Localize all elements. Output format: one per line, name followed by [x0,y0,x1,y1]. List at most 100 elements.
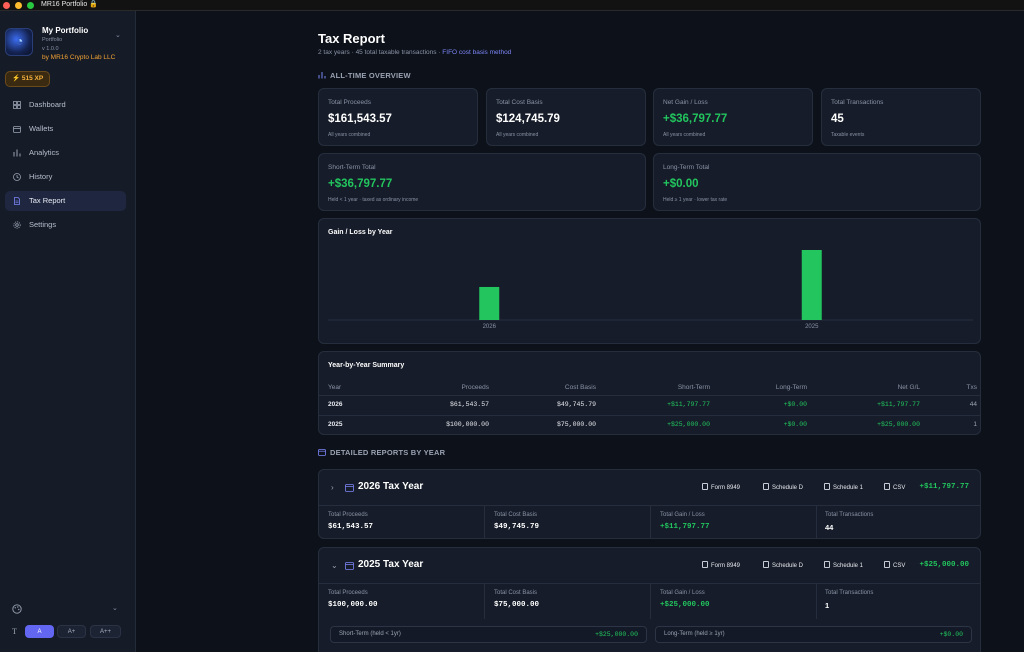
xp-value: 515 XP [21,75,44,82]
minimize-window-button[interactable] [15,2,22,9]
wallet-icon [13,126,21,133]
sidebar-item-tax-report[interactable]: Tax Report [5,191,126,211]
bar-2026[interactable] [479,286,500,320]
schedule-1-button[interactable]: Schedule 1 [824,481,863,495]
cell-proceeds: $100,000.00 [446,421,489,428]
form-8949-button[interactable]: Form 8949 [702,481,740,495]
stat-cost-basis: Total Cost Basis $75,000.00 [485,584,651,619]
stat-value: 1 [825,601,830,610]
close-window-button[interactable] [3,2,10,9]
form-8949-button[interactable]: Form 8949 [702,559,740,573]
card-value: $161,543.57 [328,113,392,125]
long-term-total-card: Long-Term Total +$0.00 Held ≥ 1 year · l… [653,153,981,211]
x-tick-label: 2026 [483,324,497,330]
cell-year: 2026 [328,401,343,408]
sidebar-item-settings[interactable]: Settings [5,215,126,235]
table-header-row: Year Proceeds Cost Basis Short-Term Long… [319,379,980,399]
column-header: Long-Term [775,384,807,391]
logo-mark: ◔ [16,34,24,48]
stat-value: 44 [825,523,834,532]
card-label: Net Gain / Loss [663,99,708,106]
cell-short-term: +$11,797.77 [667,401,710,408]
card-note: Held ≥ 1 year · lower tax rate [663,197,728,203]
card-label: Short-Term Total [328,164,376,171]
overview-heading-text: ALL-TIME OVERVIEW [330,71,411,80]
card-note: All years combined [328,132,371,138]
sidebar-item-wallets[interactable]: Wallets [5,119,126,139]
sidebar-item-label: Wallets [29,124,54,133]
cell-year: 2025 [328,421,343,428]
bar-2025[interactable] [801,250,822,320]
card-value: +$36,797.77 [328,178,393,190]
stat-cost-basis: Total Cost Basis $49,745.79 [485,506,651,538]
total-transactions-card: Total Transactions 45 Taxable events [821,88,981,146]
xp-badge[interactable]: ⚡ 515 XP [5,71,51,87]
portfolio-logo[interactable]: ◔ [5,28,33,56]
portfolio-name[interactable]: My Portfolio [42,26,89,35]
short-term-total-card: Short-Term Total +$36,797.77 Held < 1 ye… [318,153,646,211]
chart-title: Gain / Loss by Year [328,229,393,236]
cost-basis-method-link[interactable]: FIFO cost basis method [442,49,512,56]
tax-year-title[interactable]: 2026 Tax Year [358,481,424,492]
sidebar: ◔ My Portfolio Portfolio v 1.0.0 by MR16… [0,11,136,652]
csv-export-button[interactable]: CSV [884,481,905,495]
stat-label: Total Gain / Loss [660,512,705,518]
cell-txs: 44 [969,401,977,408]
x-tick-label: 2025 [805,324,819,330]
csv-export-button[interactable]: CSV [884,559,905,573]
button-label: Schedule 1 [833,563,864,569]
font-size-xlarge-button[interactable]: A++ [90,625,121,638]
app-version: v 1.0.0 [42,46,59,52]
sidebar-item-history[interactable]: History [5,167,126,187]
chevron-down-icon[interactable]: ⌄ [115,32,121,39]
table-row[interactable]: 2025 $100,000.00 $75,000.00 +$25,000.00 … [319,415,980,434]
palette-icon[interactable] [12,604,22,614]
sidebar-item-label: Settings [29,220,57,229]
bar-chart-icon [13,149,21,157]
maximize-window-button[interactable] [27,2,34,9]
stat-proceeds: Total Proceeds $100,000.00 [319,584,485,619]
file-icon [763,483,769,490]
total-proceeds-card: Total Proceeds $161,543.57 All years com… [318,88,478,146]
stat-value: $49,745.79 [494,523,540,531]
clock-icon [13,173,21,181]
summary-title: Year-by-Year Summary [328,362,405,369]
table-row[interactable]: 2026 $61,543.57 $49,745.79 +$11,797.77 +… [319,395,980,415]
card-note: Taxable events [831,132,865,138]
sidebar-item-analytics[interactable]: Analytics [5,143,126,163]
column-header: Proceeds [461,384,489,391]
stat-value: $75,000.00 [494,601,540,609]
button-label: Schedule 1 [833,485,864,491]
long-term-breakdown: Long-Term (held ≥ 1yr) +$0.00 [655,626,972,643]
tax-year-title[interactable]: 2025 Tax Year [358,559,424,570]
stat-value: $61,543.57 [328,523,374,531]
schedule-d-button[interactable]: Schedule D [763,481,803,495]
schedule-1-button[interactable]: Schedule 1 [824,559,863,573]
short-term-breakdown: Short-Term (held < 1yr) +$25,000.00 [330,626,647,643]
schedule-d-button[interactable]: Schedule D [763,559,803,573]
stat-label: Total Cost Basis [494,590,538,596]
font-size-normal-button[interactable]: A [25,625,54,638]
card-label: Total Proceeds [328,99,371,106]
tax-year-net: +$25,000.00 [919,561,969,569]
font-size-large-button[interactable]: A+ [57,625,86,638]
chevron-right-icon[interactable]: › [331,483,334,492]
main-content: Tax Report 2 tax years · 45 total taxabl… [137,11,1024,652]
button-label: Schedule D [772,485,804,491]
stat-value: $100,000.00 [328,601,378,609]
cell-cost-basis: $49,745.79 [556,401,596,408]
sidebar-item-dashboard[interactable]: Dashboard [5,95,126,115]
button-label: Schedule D [772,563,804,569]
chevron-down-icon[interactable]: ⌄ [112,605,118,612]
cell-net-gl: +$11,797.77 [877,401,920,408]
tax-year-stats: Total Proceeds $61,543.57 Total Cost Basi… [319,505,980,538]
chevron-down-icon[interactable]: ⌄ [331,561,338,570]
cell-cost-basis: $75,000.00 [556,421,596,428]
cell-long-term: +$0.00 [783,401,807,408]
calendar-icon [318,449,326,456]
file-icon [702,561,708,568]
stat-label: Total Proceeds [328,512,368,518]
file-icon [763,561,769,568]
stat-label: Total Transactions [825,590,874,596]
term-label: Short-Term (held < 1yr) [339,631,401,637]
